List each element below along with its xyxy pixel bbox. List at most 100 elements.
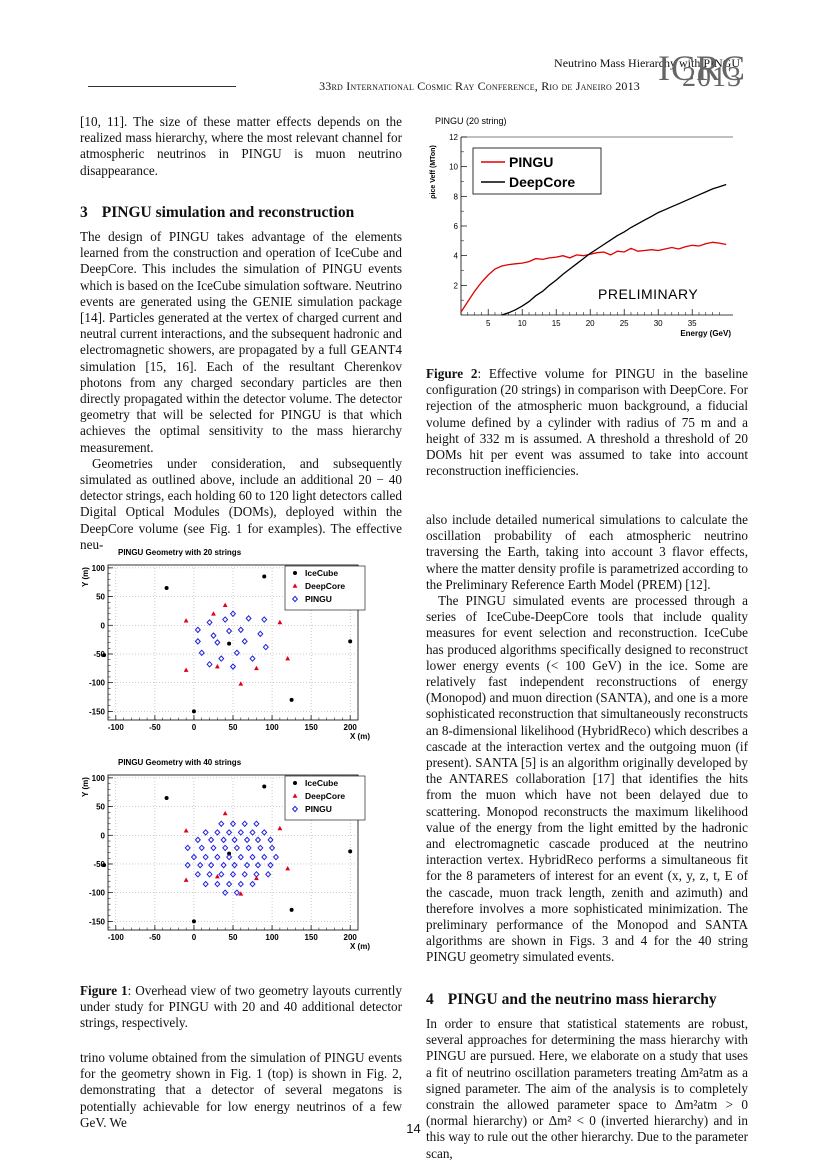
- pingu-point: [268, 844, 276, 852]
- figure-1-caption-text: : Overhead view of two geometry layouts …: [80, 983, 402, 1031]
- effective-volume-plot: PINGU (20 string) 2 4 6 8 10 12 5 10 15 20 25 30 35En…: [430, 116, 733, 338]
- section-3-heading: 3 PINGU simulation and reconstruction: [80, 203, 402, 221]
- deepcore-point: [183, 877, 189, 882]
- icecube-point: [227, 641, 232, 646]
- pingu-point: [237, 880, 244, 888]
- pingu-point: [241, 820, 248, 828]
- pingu-point: [220, 861, 227, 869]
- y-tick-label: 50: [96, 593, 105, 602]
- pingu-point: [194, 870, 201, 878]
- y-tick-label: 6: [454, 222, 459, 231]
- legend-marker: [292, 793, 298, 798]
- x-tick-label: 100: [265, 723, 279, 732]
- x-tick-label: 20: [586, 319, 595, 328]
- plot-title: PINGU Geometry with 20 strings: [118, 548, 242, 557]
- x-tick-label: 10: [518, 319, 527, 328]
- figure-2: PINGU (20 string) 2 4 6 8 10 12 5 10 15 20 25 30 35En…: [430, 116, 733, 338]
- x-tick-label: -50: [149, 933, 161, 942]
- x-axis-label: Energy (GeV): [680, 329, 731, 338]
- pingu-point: [229, 663, 237, 670]
- x-tick-label: 0: [192, 933, 197, 942]
- pingu-point: [267, 836, 274, 844]
- right-column: also include detailed numerical simulati…: [426, 512, 748, 1162]
- paragraph-trino: trino volume obtained from the simulatio…: [80, 1050, 402, 1130]
- icecube-point: [191, 709, 196, 714]
- paragraph-intro: [10, 11]. The size of these matter effec…: [80, 114, 402, 178]
- icecube-point: [102, 653, 107, 658]
- y-axis-label: Y (m): [81, 567, 90, 587]
- geometry-plot-40-strings: PINGU Geometry with 40 strings -100 -50 0 50…: [81, 758, 370, 951]
- x-tick-label: 25: [620, 319, 629, 328]
- legend-marker: [293, 571, 297, 575]
- legend-marker: [291, 595, 299, 603]
- pingu-point: [257, 630, 264, 638]
- figure-2-caption: Figure 2: Effective volume for PINGU in …: [426, 366, 748, 479]
- y-tick-label: -50: [93, 860, 105, 869]
- section-number: 3: [80, 203, 88, 221]
- legend-label: IceCube: [305, 778, 338, 788]
- deepcore-curve: [501, 183, 727, 316]
- pingu-point: [226, 853, 233, 861]
- pingu-point: [237, 829, 244, 836]
- pingu-point: [226, 627, 233, 635]
- icecube-point: [102, 863, 107, 868]
- pingu-point: [226, 880, 233, 888]
- section-title: PINGU simulation and reconstruction: [101, 203, 355, 221]
- x-tick-label: 0: [192, 723, 197, 732]
- y-tick-label: -100: [89, 889, 106, 898]
- pingu-point: [257, 844, 264, 852]
- y-tick-label: 12: [449, 133, 458, 142]
- deepcore-point: [214, 874, 220, 879]
- x-tick-label: -50: [149, 723, 161, 732]
- pingu-point: [237, 626, 244, 634]
- y-tick-label: 4: [454, 252, 459, 261]
- pingu-point: [206, 619, 213, 626]
- pingu-point: [254, 836, 262, 844]
- preliminary-watermark: PRELIMINARY: [598, 286, 698, 302]
- pingu-point: [194, 638, 201, 645]
- y-tick-label: 0: [101, 831, 106, 840]
- pingu-point: [272, 853, 280, 861]
- pingu-point: [233, 889, 240, 897]
- section-4-heading: 4 PINGU and the neutrino mass hierarchy: [426, 990, 748, 1008]
- pingu-point: [218, 820, 225, 828]
- left-column-top: [10, 11]. The size of these matter effec…: [80, 114, 402, 553]
- x-axis-label: X (m): [350, 942, 370, 951]
- icecube-point: [348, 639, 353, 644]
- pingu-point: [198, 649, 205, 657]
- pingu-point: [210, 844, 217, 852]
- figure-2-caption-text: : Effective volume for PINGU in the base…: [426, 366, 748, 479]
- deepcore-point: [277, 825, 283, 831]
- icecube-point: [227, 851, 232, 856]
- legend-label: PINGU: [305, 594, 332, 604]
- y-tick-label: -100: [89, 679, 106, 688]
- pingu-point: [261, 829, 268, 836]
- pingu-point: [233, 844, 240, 852]
- pingu-point: [229, 870, 237, 878]
- x-tick-label: 50: [229, 933, 238, 942]
- x-tick-label: 30: [654, 319, 663, 328]
- y-tick-label: -50: [93, 650, 105, 659]
- x-tick-label: 150: [304, 723, 318, 732]
- figure-1: PINGU Geometry with 20 strings -100 -50 0 50…: [81, 548, 370, 951]
- legend-box: [284, 775, 366, 821]
- pingu-point: [241, 870, 248, 878]
- pingu-point: [202, 880, 209, 888]
- pingu-point: [206, 660, 213, 668]
- deepcore-point: [211, 611, 216, 616]
- x-tick-label: 15: [552, 319, 561, 328]
- x-tick-label: 50: [229, 723, 238, 732]
- pingu-point: [267, 861, 274, 869]
- y-tick-label: 0: [101, 621, 106, 630]
- x-tick-label: 150: [304, 933, 318, 942]
- y-tick-label: -150: [89, 707, 106, 716]
- icecube-point: [348, 849, 353, 854]
- section-number: 4: [426, 990, 434, 1008]
- icecube-point: [164, 795, 169, 800]
- pingu-point: [233, 649, 240, 657]
- paragraph-design: The design of PINGU takes advantage of t…: [80, 229, 402, 455]
- legend-label: DeepCore: [305, 581, 345, 591]
- pingu-point: [245, 844, 252, 852]
- left-column-bottom: trino volume obtained from the simulatio…: [80, 1050, 402, 1131]
- deepcore-point: [238, 681, 244, 686]
